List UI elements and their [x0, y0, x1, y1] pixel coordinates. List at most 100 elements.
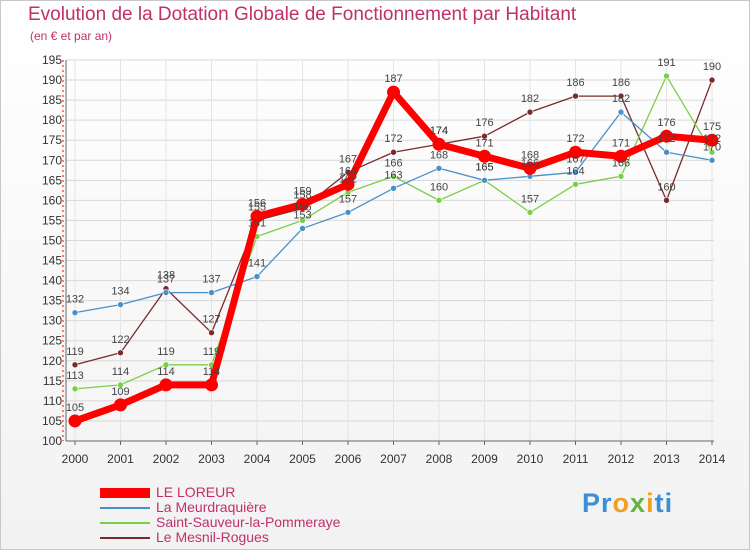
y-tick-115: 115: [43, 374, 62, 388]
legend-label-la-meurdraquiere: La Meurdraquière: [156, 499, 267, 515]
label-saint-sauveur-la-pommeraye-2000: 113: [66, 370, 84, 382]
grid-lines: [66, 59, 714, 442]
point-saint-sauveur-la-pommeraye-2012: [617, 173, 625, 180]
point-la-meurdraqui-re-2005: [299, 225, 306, 232]
x-tick-2008: 2008: [426, 452, 453, 466]
point-le-mesnil-rogues-2010: [526, 108, 534, 116]
proxiti-logo: Proxiti: [582, 488, 674, 518]
point-saint-sauveur-la-pommeraye-2002: [162, 361, 170, 369]
x-tick-labels: 2000 2001 2002 2003 2004 2005 2006 2007 2008 2009…: [62, 452, 726, 466]
point-le-loreur-2009: [478, 149, 491, 163]
point-saint-sauveur-la-pommeraye-2001: [117, 381, 124, 389]
point-le-loreur-2012: [614, 149, 628, 163]
x-tick-2005: 2005: [289, 452, 316, 466]
label-le-mesnil-rogues-2009: 176: [475, 117, 493, 129]
label-le-loreur-2009: 171: [475, 137, 493, 149]
y-tick-185: 185: [42, 93, 62, 107]
point-le-loreur-2010: [523, 161, 537, 175]
x-tick-2010: 2010: [517, 452, 544, 466]
y-tick-140: 140: [42, 274, 62, 288]
label-le-mesnil-rogues-2011: 186: [566, 77, 584, 89]
label-la-meurdraqui-re-2009: 165: [475, 161, 493, 173]
point-la-meurdraqui-re-2003: [208, 289, 215, 296]
point-la-meurdraqui-re-2012: [617, 108, 625, 116]
y-tick-135: 135: [42, 294, 62, 308]
label-le-loreur-2000: 105: [66, 402, 84, 414]
legend-item-le-loreur: LE LOREUR: [100, 485, 340, 500]
label-saint-sauveur-la-pommeraye-2001: 114: [112, 366, 130, 378]
label-saint-sauveur-la-pommeraye-2011: 164: [566, 165, 584, 177]
label-le-loreur-2008: 174: [430, 125, 448, 137]
point-la-meurdraqui-re-2009: [481, 177, 488, 184]
label-le-loreur-2012: 171: [612, 137, 630, 149]
point-le-loreur-2014: [705, 133, 719, 147]
point-le-mesnil-rogues-2011: [572, 92, 579, 100]
label-la-meurdraqui-re-2007: 163: [384, 169, 402, 181]
y-tick-160: 160: [42, 193, 62, 207]
point-le-loreur-2006: [341, 177, 355, 191]
x-tick-2004: 2004: [244, 452, 271, 466]
x-tick-2001: 2001: [107, 452, 134, 466]
point-le-mesnil-rogues-2001: [117, 349, 124, 357]
label-saint-sauveur-la-pommeraye-2014: 172: [703, 133, 721, 145]
y-tick-170: 170: [42, 153, 62, 167]
y-tick-130: 130: [42, 314, 62, 328]
y-tick-165: 165: [42, 173, 62, 187]
label-le-loreur-2004: 156: [248, 197, 266, 209]
label-la-meurdraqui-re-2014: 170: [703, 141, 721, 153]
point-le-loreur-2003: [205, 378, 218, 392]
point-le-loreur-2001: [114, 398, 127, 412]
label-saint-sauveur-la-pommeraye-2002: 119: [157, 346, 175, 358]
y-tick-175: 175: [42, 133, 62, 147]
y-tick-110: 110: [43, 394, 62, 408]
point-le-loreur-2002: [159, 378, 173, 392]
legend: LE LOREUR La Meurdraquière Saint-Sauveur…: [100, 485, 340, 545]
label-le-mesnil-rogues-2004: 155: [248, 201, 266, 213]
label-le-mesnil-rogues-2012: 186: [612, 77, 630, 89]
label-saint-sauveur-la-pommeraye-2003: 119: [203, 346, 221, 358]
label-saint-sauveur-la-pommeraye-2010: 157: [521, 193, 539, 205]
label-saint-sauveur-la-pommeraye-2013: 191: [657, 57, 675, 69]
label-saint-sauveur-la-pommeraye-2008: 160: [430, 181, 448, 193]
x-tick-2013: 2013: [653, 452, 680, 466]
point-le-loreur-2011: [569, 145, 582, 159]
y-tick-180: 180: [42, 113, 62, 127]
label-la-meurdraqui-re-2003: 137: [202, 274, 220, 286]
label-le-loreur-2007: 187: [384, 73, 402, 85]
y-tick-195: 195: [42, 53, 62, 67]
legend-item-le-mesnil-rogues: Le Mesnil-Rogues: [100, 530, 340, 545]
label-le-mesnil-rogues-2003: 127: [202, 314, 220, 326]
x-tick-2002: 2002: [153, 452, 180, 466]
label-la-meurdraqui-re-2001: 134: [111, 286, 129, 298]
point-le-mesnil-rogues-2007: [390, 148, 397, 156]
point-saint-sauveur-la-pommeraye-2014: [708, 148, 716, 156]
label-le-mesnil-rogues-2002: 138: [157, 270, 175, 282]
point-la-meurdraqui-re-2001: [117, 301, 124, 308]
point-le-mesnil-rogues-2012: [617, 92, 625, 100]
point-la-meurdraqui-re-2013: [663, 148, 670, 156]
chart-title: Evolution de la Dotation Globale de Fonc…: [28, 4, 577, 25]
x-tick-2003: 2003: [198, 452, 225, 466]
point-saint-sauveur-la-pommeraye-2008: [435, 197, 443, 204]
label-la-meurdraqui-re-2013: 172: [657, 133, 675, 145]
label-saint-sauveur-la-pommeraye-2007: 166: [384, 157, 402, 169]
series-lines: [68, 72, 719, 428]
point-la-meurdraqui-re-2004: [253, 273, 261, 280]
point-saint-sauveur-la-pommeraye-2010: [526, 209, 534, 216]
label-la-meurdraqui-re-2006: 157: [339, 193, 357, 205]
point-la-meurdraqui-re-2006: [344, 209, 352, 216]
x-tick-2007: 2007: [380, 452, 407, 466]
y-tick-125: 125: [42, 334, 62, 348]
label-le-mesnil-rogues-2007: 172: [384, 133, 402, 145]
point-la-meurdraqui-re-2008: [435, 164, 443, 172]
legend-item-la-meurdraquiere: La Meurdraquière: [100, 500, 340, 515]
label-saint-sauveur-la-pommeraye-2009: 165: [475, 161, 493, 173]
x-tick-2012: 2012: [608, 452, 635, 466]
y-tick-labels: 100 105 110 115 120 125 130 135 140 145 150 155 160 1…: [42, 53, 62, 448]
point-saint-sauveur-la-pommeraye-2000: [71, 385, 79, 393]
point-saint-sauveur-la-pommeraye-2013: [663, 72, 670, 80]
point-la-meurdraqui-re-2007: [390, 185, 397, 192]
legend-label-le-mesnil-rogues: Le Mesnil-Rogues: [156, 529, 269, 545]
label-le-mesnil-rogues-2005: 158: [293, 189, 311, 201]
label-le-mesnil-rogues-2008: 174: [430, 125, 448, 137]
